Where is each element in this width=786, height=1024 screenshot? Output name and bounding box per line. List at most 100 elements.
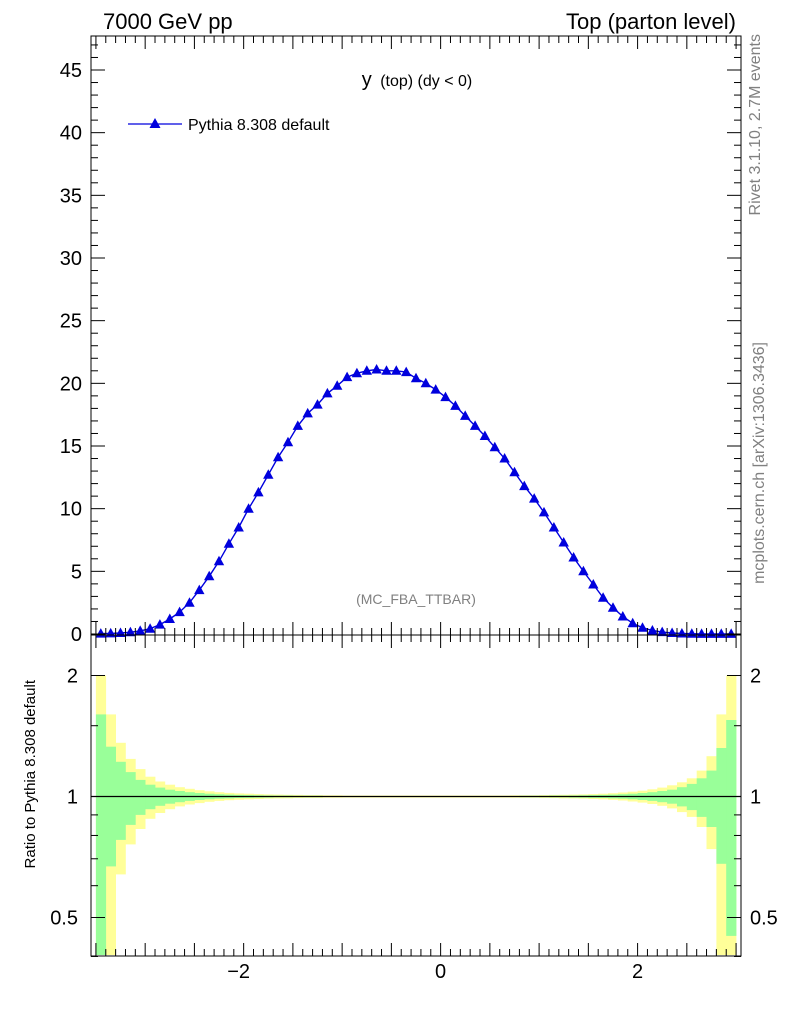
ratio-ylabel: Ratio to Pythia 8.308 default (22, 679, 39, 868)
data-point-marker (272, 451, 284, 462)
main-panel: 0 5 10 15 20 25 30 35 40 45 y (top) (dy < 0) (MC_… (60, 35, 742, 646)
data-point-marker (469, 420, 481, 430)
data-point-marker (588, 579, 599, 589)
data-point-marker (509, 466, 520, 477)
ratio-plot-frame (90, 634, 742, 957)
y-tick-label: 20 (60, 373, 82, 395)
data-point-marker (371, 364, 382, 374)
data-point-marker (716, 628, 727, 638)
y-tick-label: 15 (60, 436, 82, 458)
rivet-version-label: Rivet 3.1.10, 2.7M events (747, 34, 764, 215)
data-point-marker (253, 486, 264, 497)
data-point-marker (361, 365, 372, 375)
data-point-marker (647, 625, 658, 635)
y-tick-label: 45 (60, 60, 82, 82)
ratio-y-tick-label: 1 (67, 787, 78, 809)
data-point-marker (164, 613, 175, 623)
data-point-marker (607, 602, 619, 612)
y-tick-label: 30 (60, 248, 82, 270)
stat-band-bin (706, 770, 717, 827)
data-point-marker (450, 400, 461, 410)
data-point-marker (263, 469, 274, 479)
data-point-marker (627, 617, 638, 628)
plot-title-rest: (top) (dy < 0) (380, 73, 472, 90)
plot-title: y (top) (dy < 0) (362, 69, 472, 91)
data-point-marker (332, 380, 343, 390)
y-tick-label: 25 (60, 311, 82, 333)
y-tick-label: 10 (60, 499, 82, 521)
data-point-marker (657, 626, 668, 637)
data-point-marker (548, 522, 560, 532)
data-point-marker (213, 555, 225, 566)
legend-label: Pythia 8.308 default (188, 117, 330, 134)
stat-band-bin (115, 761, 126, 840)
data-point-marker (479, 430, 491, 440)
x-tick-label: −2 (227, 961, 250, 983)
data-point-marker (617, 611, 628, 621)
data-point-marker (597, 592, 609, 602)
mcplots-reference-label: mcplots.cern.ch [arXiv:1306.3436] (751, 342, 768, 584)
ratio-y-tick-label-right: 2 (750, 665, 761, 687)
data-point-marker (558, 537, 569, 547)
data-point-marker (292, 420, 303, 430)
ratio-y-tick-label: 2 (67, 665, 78, 687)
data-point-marker (322, 387, 333, 398)
stat-band-bin (105, 746, 116, 867)
data-point-marker (381, 365, 392, 375)
data-point-marker (282, 436, 294, 447)
analysis-watermark: (MC_FBA_TTBAR) (356, 591, 476, 607)
x-tick-label: 2 (632, 961, 643, 983)
stat-band-bin (726, 720, 737, 936)
data-point-marker (637, 622, 648, 632)
stat-band-bin (95, 714, 107, 955)
data-point-marker (726, 628, 737, 638)
plot-title-main: y (362, 69, 372, 91)
data-point-marker (125, 626, 136, 637)
data-point-marker (174, 606, 185, 617)
data-point-marker (204, 570, 215, 581)
data-point-marker (538, 506, 550, 517)
data-point-marker (706, 628, 717, 638)
data-point-marker (568, 552, 579, 562)
stat-band-bin (135, 779, 146, 815)
data-point-marker (489, 441, 500, 452)
ratio-y-tick-label-right: 1 (750, 787, 761, 809)
data-point-marker (391, 365, 402, 375)
header-energy-label: 7000 GeV pp (103, 9, 233, 34)
ratio-panel: 0.5 0.5 1 1 2 2 −2 0 2 Ratio to Pythia 8.308 def… (22, 634, 778, 983)
legend-triangle-marker (149, 118, 161, 128)
data-point-marker (420, 377, 431, 388)
data-point-marker (302, 407, 313, 418)
data-point-marker (341, 371, 353, 382)
header-process-label: Top (parton level) (566, 9, 736, 34)
stat-band-bin (696, 778, 707, 817)
stat-band-bin (125, 772, 136, 825)
legend: Pythia 8.308 default (128, 117, 330, 134)
data-point-marker (440, 391, 451, 402)
ratio-y-tick-label: 0.5 (50, 908, 78, 930)
data-point-marker (499, 453, 510, 463)
data-point-marker (578, 565, 589, 576)
data-point-marker (430, 384, 441, 394)
data-point-marker (223, 538, 235, 548)
ratio-y-tick-label-right: 0.5 (750, 908, 778, 930)
y-tick-label: 35 (60, 185, 82, 207)
data-point-marker (529, 493, 540, 503)
stat-band-bin (716, 748, 727, 864)
data-point-marker (243, 503, 254, 513)
data-point-marker (696, 628, 707, 638)
data-point-marker (144, 623, 156, 633)
data-point-marker (312, 399, 323, 409)
data-point-marker (233, 522, 244, 532)
data-point-marker (519, 480, 530, 491)
y-tick-label: 0 (71, 624, 82, 646)
data-point-marker (401, 366, 412, 377)
x-tick-label: 0 (435, 961, 446, 983)
data-point-marker (410, 372, 422, 383)
data-point-marker (460, 410, 471, 420)
data-point-marker (184, 597, 195, 607)
y-tick-label: 5 (71, 561, 82, 583)
data-point-marker (135, 625, 146, 635)
y-tick-label: 40 (60, 123, 82, 145)
